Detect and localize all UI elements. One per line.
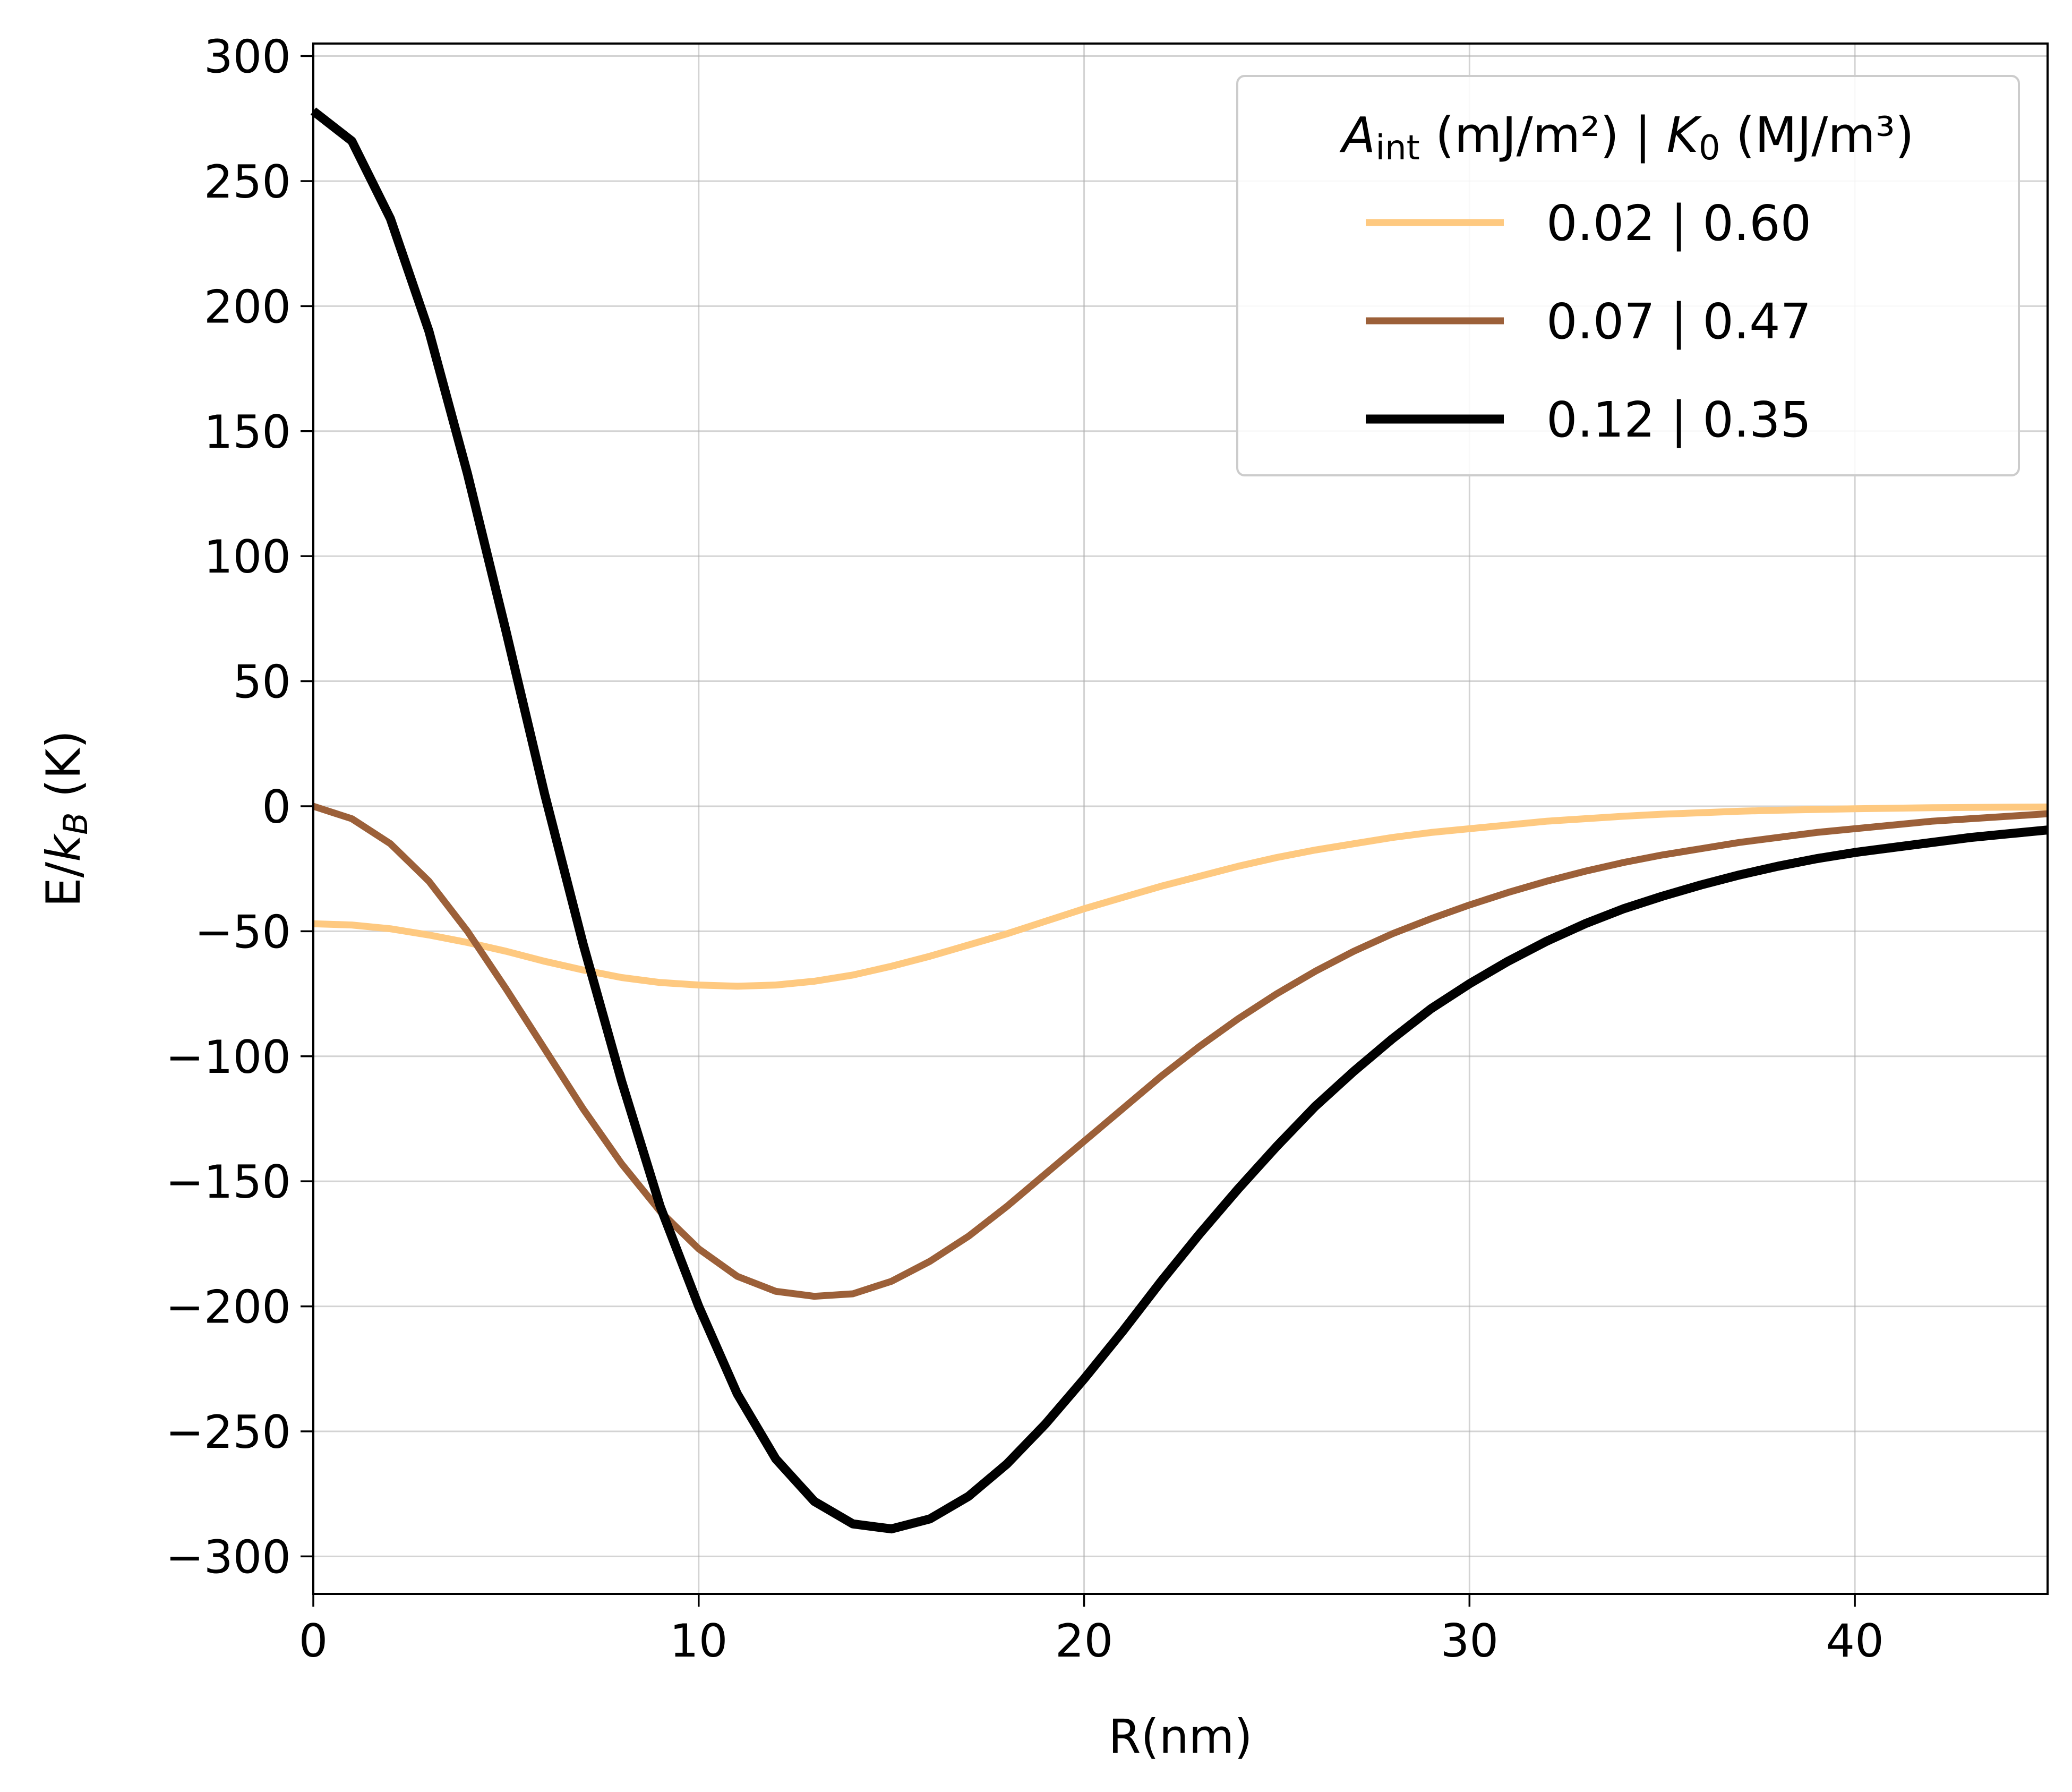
- y-tick-label: −300: [166, 1531, 291, 1584]
- y-tick-label: 100: [204, 531, 291, 584]
- y-label-main: E/: [36, 861, 91, 907]
- y-tick-label: 0: [262, 781, 291, 834]
- y-label-italic: k: [36, 833, 91, 862]
- x-tick-label: 40: [1826, 1615, 1883, 1668]
- y-label-subscript: B: [56, 812, 95, 835]
- axis-ticks: 0 10 20 30 40 300 250 200 150 100 50 0 −50 −100 −150 −2…: [166, 31, 1884, 1668]
- y-tick-label: 200: [204, 280, 291, 334]
- x-tick-label: 20: [1055, 1615, 1113, 1668]
- series-line-1: [313, 803, 2048, 990]
- y-tick-label: 300: [204, 31, 291, 84]
- legend-title-a: A: [1339, 107, 1375, 164]
- x-tick-label: 0: [299, 1615, 328, 1668]
- legend-label-3: 0.12 | 0.35: [1546, 391, 1811, 448]
- legend-title-a-unit: (mJ/m²) |: [1420, 107, 1667, 164]
- plot-frame: [312, 42, 2049, 1595]
- grid: [312, 44, 2048, 1594]
- x-tick-label: 30: [1441, 1615, 1499, 1668]
- legend: Aint (mJ/m²) | K0 (MJ/m³) 0.02 | 0.600.0…: [1236, 75, 2020, 476]
- series-line-2: [312, 803, 2048, 1300]
- legend-box: [1236, 75, 2020, 476]
- legend-entries: 0.02 | 0.60 0.07 | 0.47 0.12 | 0.35: [1366, 195, 1811, 448]
- y-tick-label: −150: [166, 1156, 291, 1209]
- y-tick-label: 50: [233, 656, 291, 709]
- legend-title-k-unit: (MJ/m³): [1720, 107, 1914, 164]
- legend-label-2: 0.07 | 0.47: [1546, 293, 1811, 350]
- x-axis-label: R(nm): [1108, 1709, 1252, 1764]
- y-tick-label: −200: [166, 1281, 291, 1334]
- legend-label-1: 0.02 | 0.60: [1546, 195, 1811, 252]
- y-tick-label: −50: [195, 906, 292, 959]
- y-tick-label: 250: [204, 156, 291, 209]
- legend-title-k-sub: 0: [1699, 129, 1720, 168]
- legend-title: Aint (mJ/m²) | K0 (MJ/m³): [1339, 107, 1914, 168]
- y-tick-label: 150: [204, 406, 291, 459]
- legend-title-a-sub: int: [1375, 129, 1419, 168]
- series-lines: [310, 107, 2048, 1534]
- y-label-tail: (K): [36, 730, 91, 812]
- legend-title-k: K: [1667, 107, 1702, 164]
- y-axis-label: E/kB (K): [36, 730, 95, 907]
- x-tick-label: 10: [670, 1615, 727, 1668]
- series-line-3: [310, 107, 2048, 1534]
- y-tick-label: −100: [166, 1031, 291, 1084]
- y-tick-label: −250: [166, 1406, 291, 1459]
